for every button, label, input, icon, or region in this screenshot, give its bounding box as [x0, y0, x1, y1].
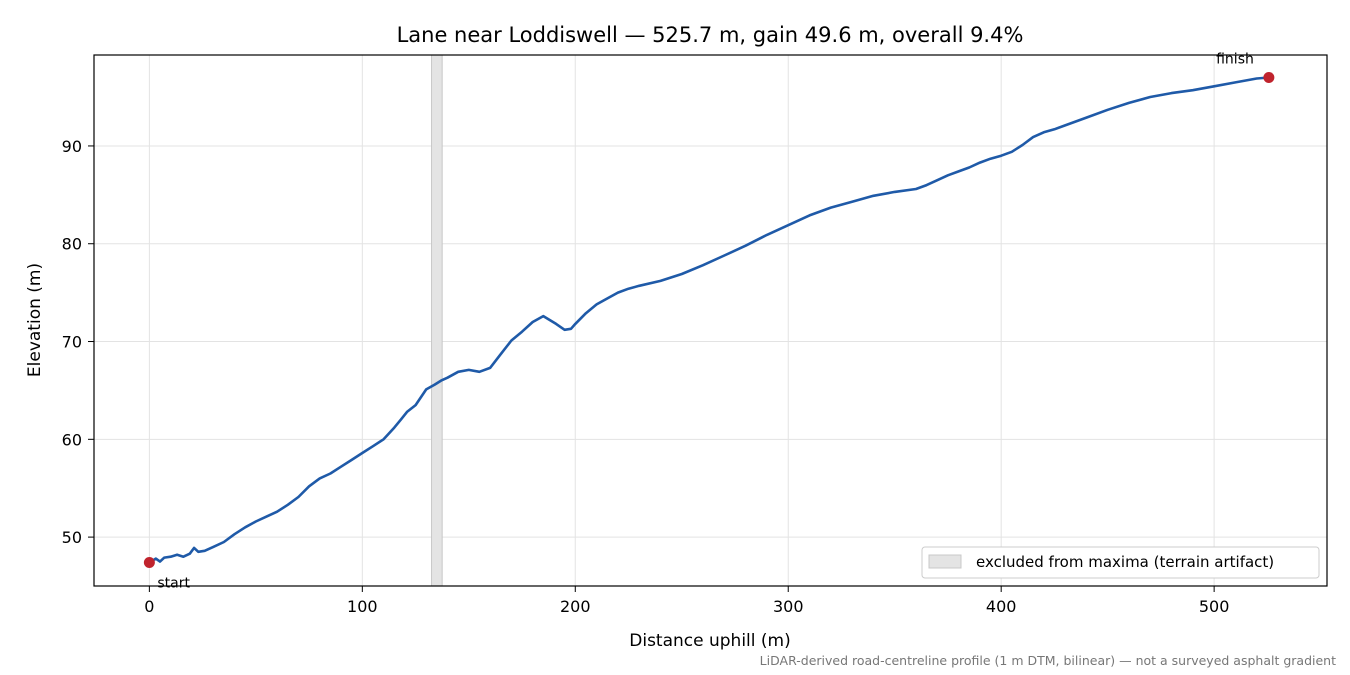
y-tick-label: 50	[62, 528, 82, 547]
x-tick-label: 0	[144, 597, 154, 616]
footnote: LiDAR-derived road-centreline profile (1…	[760, 653, 1336, 668]
y-tick-label: 60	[62, 430, 82, 449]
plot-frame	[93, 54, 1328, 587]
x-tick-label: 200	[560, 597, 591, 616]
y-tick-label: 70	[62, 333, 82, 352]
x-axis: 0 100 200 300 400 500	[144, 586, 1229, 616]
start-marker	[143, 557, 155, 569]
y-axis: 50 60 70 80 90	[62, 137, 94, 547]
plot-area: start finish	[143, 51, 1275, 592]
finish-marker	[1263, 71, 1275, 83]
legend: excluded from maxima (terrain artifact)	[921, 546, 1320, 579]
finish-label: finish	[1216, 51, 1254, 67]
chart-title: Lane near Loddiswell — 525.7 m, gain 49.…	[397, 23, 1024, 47]
x-tick-label: 500	[1199, 597, 1230, 616]
x-tick-label: 100	[347, 597, 378, 616]
x-tick-label: 300	[773, 597, 804, 616]
y-axis-label: Elevation (m)	[25, 263, 45, 377]
y-tick-label: 90	[62, 137, 82, 156]
legend-frame	[921, 546, 1320, 579]
excluded-band	[431, 54, 443, 587]
start-label: start	[157, 576, 190, 592]
elevation-line	[148, 76, 1271, 564]
legend-swatch	[928, 554, 962, 569]
y-tick-label: 80	[62, 235, 82, 254]
x-axis-label: Distance uphill (m)	[629, 631, 790, 651]
x-tick-label: 400	[986, 597, 1017, 616]
legend-label: excluded from maxima (terrain artifact)	[976, 553, 1274, 571]
grid-lines	[94, 55, 1327, 586]
